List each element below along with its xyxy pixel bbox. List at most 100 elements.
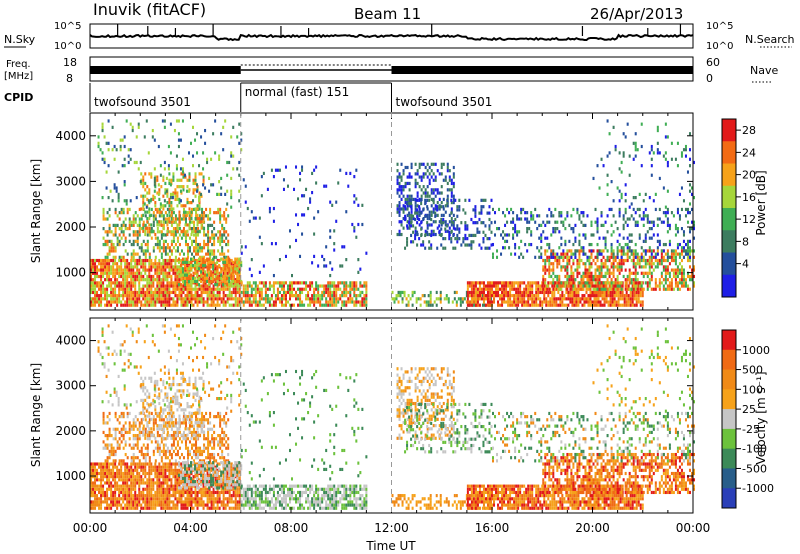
power-cell bbox=[264, 300, 267, 304]
power-cell bbox=[609, 297, 612, 301]
power-cell bbox=[590, 265, 593, 269]
power-cell bbox=[186, 287, 189, 291]
power-cell bbox=[125, 199, 128, 203]
power-cell bbox=[400, 197, 403, 202]
power-cell bbox=[580, 220, 583, 224]
power-cell bbox=[527, 287, 530, 291]
power-cell bbox=[622, 132, 625, 136]
power-cell bbox=[488, 217, 491, 222]
power-cell bbox=[162, 239, 165, 243]
power-cell bbox=[432, 201, 435, 205]
power-cell bbox=[561, 290, 564, 295]
power-cell bbox=[554, 207, 557, 212]
power-cell bbox=[164, 297, 167, 301]
power-cell bbox=[636, 258, 639, 263]
power-cell bbox=[658, 278, 661, 282]
power-cell bbox=[132, 271, 135, 275]
power-cell bbox=[202, 290, 205, 295]
power-cell bbox=[126, 297, 129, 301]
power-cell bbox=[676, 230, 679, 234]
power-cell bbox=[337, 297, 340, 301]
power-cell bbox=[582, 223, 585, 228]
power-cell bbox=[480, 281, 483, 285]
power-cell bbox=[170, 230, 173, 234]
power-cell bbox=[482, 198, 485, 202]
power-cell bbox=[553, 290, 556, 295]
power-cell bbox=[456, 233, 459, 238]
power-cell bbox=[142, 223, 145, 227]
power-cell bbox=[299, 281, 302, 285]
power-cell bbox=[142, 204, 145, 208]
power-cell bbox=[619, 303, 622, 307]
power-cell bbox=[130, 258, 133, 263]
power-cell bbox=[495, 290, 498, 295]
power-cell bbox=[598, 265, 601, 269]
power-cell bbox=[422, 172, 425, 176]
power-cell bbox=[568, 274, 571, 279]
power-cell bbox=[588, 262, 591, 266]
power-cell bbox=[142, 265, 145, 269]
power-cell bbox=[224, 119, 227, 123]
power-cell bbox=[664, 122, 667, 126]
power-cell bbox=[136, 252, 139, 256]
power-cell bbox=[92, 287, 95, 291]
power-cell bbox=[94, 258, 97, 263]
power-cell bbox=[150, 278, 153, 282]
power-cell bbox=[224, 300, 227, 304]
power-cell bbox=[90, 287, 93, 291]
power-cell bbox=[92, 303, 95, 307]
power-cell bbox=[363, 294, 366, 298]
power-cell bbox=[612, 125, 615, 129]
power-cell bbox=[434, 175, 437, 179]
power-cell bbox=[212, 257, 215, 261]
power-cell bbox=[476, 230, 479, 234]
power-cell bbox=[172, 290, 175, 295]
power-cell bbox=[556, 265, 559, 269]
power-cell bbox=[560, 236, 563, 240]
power-cell bbox=[209, 211, 212, 215]
power-cell bbox=[172, 300, 175, 304]
power-cell bbox=[196, 300, 199, 304]
velocity-cell bbox=[92, 475, 95, 479]
power-cell bbox=[463, 297, 466, 301]
power-cell bbox=[114, 207, 117, 212]
power-cell bbox=[488, 224, 491, 228]
power-cell bbox=[614, 258, 617, 263]
power-cell bbox=[529, 294, 532, 298]
power-cell bbox=[232, 125, 235, 129]
power-cell bbox=[570, 284, 573, 288]
power-cell bbox=[114, 230, 117, 234]
power-cell bbox=[315, 284, 318, 288]
power-cell bbox=[517, 284, 520, 288]
velocity-cell bbox=[100, 506, 103, 510]
power-cell bbox=[136, 230, 139, 234]
power-cell bbox=[116, 294, 119, 298]
power-cell bbox=[212, 279, 215, 284]
power-cell bbox=[640, 284, 643, 288]
power-cell bbox=[148, 233, 151, 237]
power-cell bbox=[635, 303, 638, 307]
power-cell bbox=[341, 290, 344, 295]
power-cell bbox=[184, 242, 187, 247]
power-cell bbox=[440, 213, 443, 217]
power-cell bbox=[176, 284, 179, 288]
power-cell bbox=[660, 255, 663, 259]
power-cell bbox=[170, 239, 173, 243]
power-cell bbox=[168, 216, 171, 221]
power-cell bbox=[172, 236, 175, 240]
power-cell bbox=[240, 283, 243, 287]
power-cell bbox=[154, 258, 157, 263]
power-cell bbox=[191, 242, 194, 247]
velocity-cell bbox=[90, 487, 93, 491]
power-cell bbox=[180, 278, 183, 282]
power-cell bbox=[102, 214, 105, 218]
power-cell bbox=[670, 258, 673, 263]
power-cell bbox=[187, 260, 190, 264]
power-cell bbox=[598, 186, 601, 190]
power-cell bbox=[600, 258, 603, 263]
power-cell bbox=[442, 217, 445, 222]
power-cell bbox=[182, 278, 185, 282]
power-cell bbox=[398, 188, 401, 192]
velocity-cell bbox=[92, 490, 95, 495]
power-cell bbox=[458, 208, 461, 212]
